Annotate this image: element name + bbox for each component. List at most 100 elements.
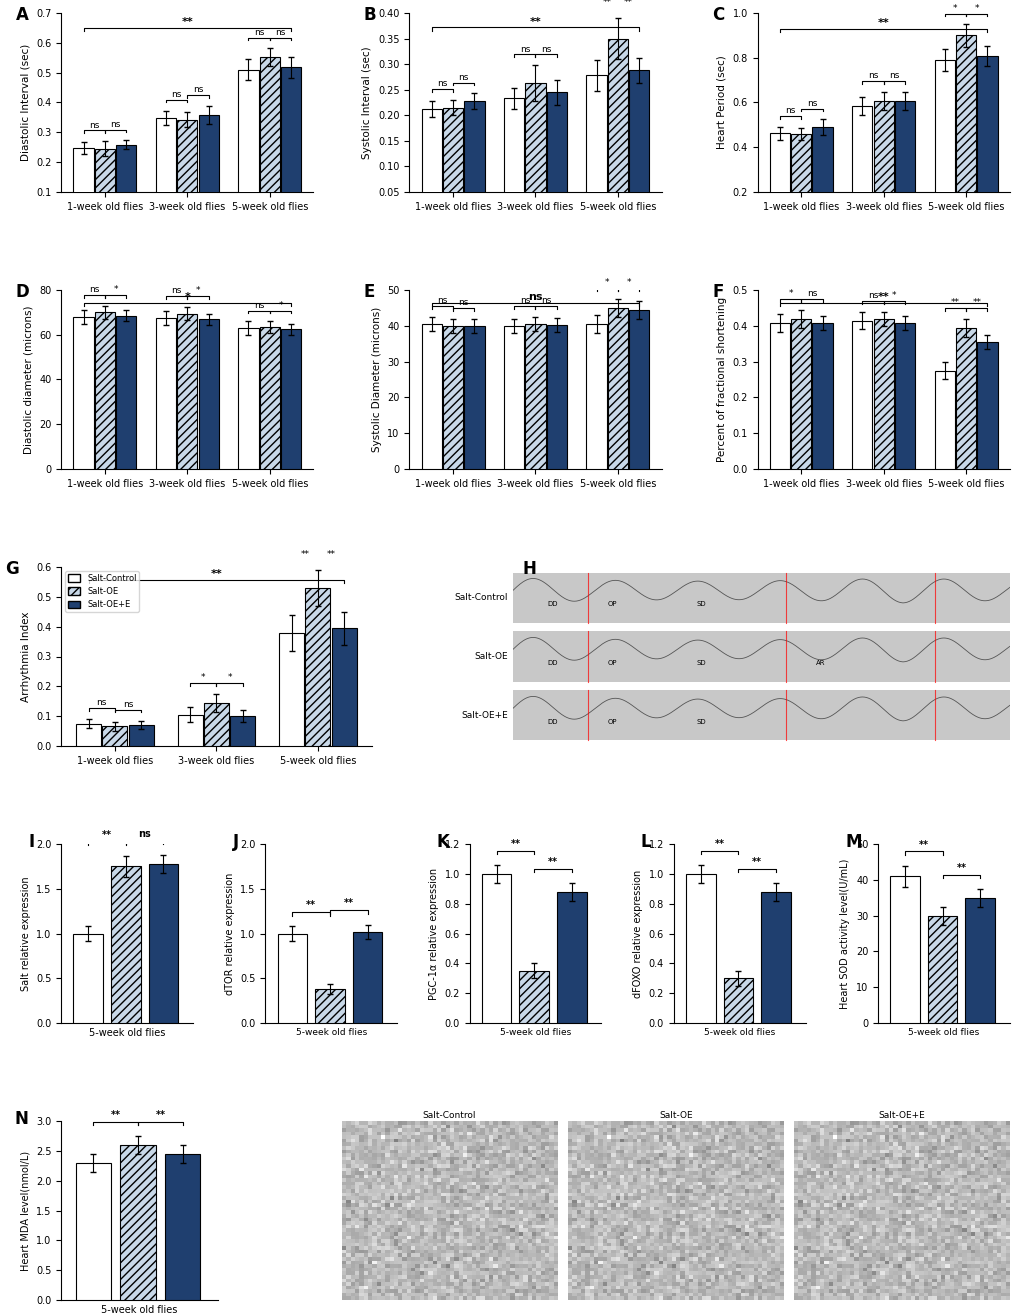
X-axis label: 5-week old flies: 5-week old flies bbox=[89, 1028, 165, 1039]
Text: **: ** bbox=[155, 1109, 165, 1120]
Bar bbox=[955, 35, 975, 236]
Text: ns: ns bbox=[459, 72, 469, 81]
Text: J: J bbox=[232, 834, 238, 851]
Y-axis label: Arrhythmia Index: Arrhythmia Index bbox=[20, 612, 31, 701]
Bar bbox=[965, 898, 995, 1023]
Bar bbox=[165, 1154, 200, 1300]
Bar bbox=[238, 70, 259, 222]
Y-axis label: Heart Period (sec): Heart Period (sec) bbox=[716, 55, 727, 150]
Text: **: ** bbox=[300, 550, 309, 558]
Text: M: M bbox=[845, 834, 861, 851]
Bar bbox=[464, 326, 484, 469]
Bar bbox=[933, 60, 954, 236]
FancyBboxPatch shape bbox=[513, 632, 1009, 681]
Text: *: * bbox=[953, 4, 957, 13]
Text: ns: ns bbox=[540, 45, 551, 54]
Text: B: B bbox=[364, 7, 376, 24]
Bar bbox=[260, 58, 279, 222]
Text: ns: ns bbox=[540, 297, 551, 306]
Bar bbox=[519, 970, 548, 1023]
X-axis label: 5-week old flies: 5-week old flies bbox=[907, 1028, 978, 1037]
Bar bbox=[73, 148, 94, 222]
FancyBboxPatch shape bbox=[513, 572, 1009, 622]
Text: **: ** bbox=[714, 839, 723, 850]
Bar bbox=[791, 134, 810, 236]
Legend: Salt-Control, Salt-OE, Salt-OE+E: Salt-Control, Salt-OE, Salt-OE+E bbox=[65, 571, 139, 612]
Text: ns: ns bbox=[254, 28, 264, 37]
Text: **: ** bbox=[751, 857, 761, 867]
Bar bbox=[586, 324, 606, 469]
Bar bbox=[149, 864, 178, 1023]
X-axis label: 5-week old flies: 5-week old flies bbox=[703, 1028, 774, 1037]
Text: N: N bbox=[14, 1111, 29, 1128]
Text: *: * bbox=[892, 291, 896, 299]
Text: **: ** bbox=[950, 298, 959, 307]
Bar bbox=[238, 328, 259, 469]
Text: ns: ns bbox=[806, 289, 816, 298]
Text: *: * bbox=[201, 674, 206, 683]
Text: ns: ns bbox=[437, 79, 447, 88]
Bar bbox=[128, 725, 154, 746]
Text: **: ** bbox=[602, 0, 611, 7]
Text: ns: ns bbox=[138, 829, 151, 839]
Bar bbox=[421, 109, 441, 218]
Text: SD: SD bbox=[696, 720, 706, 725]
X-axis label: 5-week old flies: 5-week old flies bbox=[499, 1028, 571, 1037]
Bar bbox=[933, 370, 954, 469]
Bar bbox=[586, 75, 606, 218]
Bar bbox=[607, 309, 628, 469]
Text: AR: AR bbox=[815, 660, 825, 667]
Text: ns: ns bbox=[528, 291, 542, 302]
Bar bbox=[872, 319, 893, 469]
Bar bbox=[279, 633, 304, 746]
Bar bbox=[95, 312, 115, 469]
Text: *: * bbox=[604, 278, 609, 288]
Bar bbox=[685, 874, 714, 1023]
Text: **: ** bbox=[877, 18, 889, 28]
FancyBboxPatch shape bbox=[513, 691, 1009, 741]
Bar bbox=[503, 98, 524, 218]
Bar bbox=[120, 1145, 156, 1300]
Bar bbox=[546, 326, 567, 469]
Text: **: ** bbox=[956, 863, 965, 873]
X-axis label: 5-week old flies: 5-week old flies bbox=[296, 1028, 367, 1037]
Bar bbox=[525, 324, 545, 469]
Text: Salt-Control: Salt-Control bbox=[454, 593, 507, 603]
Text: Salt-OE+E: Salt-OE+E bbox=[461, 710, 507, 720]
Text: ns: ns bbox=[110, 119, 120, 129]
Text: *: * bbox=[626, 278, 631, 288]
Text: ns: ns bbox=[171, 89, 181, 98]
Y-axis label: Percent of fractional shortening: Percent of fractional shortening bbox=[716, 297, 727, 462]
Bar bbox=[976, 56, 997, 236]
Text: ns: ns bbox=[519, 45, 530, 54]
Bar bbox=[769, 134, 789, 236]
Bar bbox=[811, 323, 832, 469]
Text: D: D bbox=[15, 284, 30, 301]
Text: **: ** bbox=[547, 857, 557, 867]
Bar bbox=[851, 320, 871, 469]
Text: OP: OP bbox=[607, 660, 616, 667]
Bar bbox=[525, 83, 545, 218]
Bar bbox=[927, 915, 957, 1023]
Text: DD: DD bbox=[547, 660, 557, 667]
Text: ns: ns bbox=[867, 291, 877, 299]
Bar bbox=[894, 101, 914, 236]
Text: **: ** bbox=[181, 17, 193, 26]
Text: ns: ns bbox=[97, 699, 107, 708]
Bar bbox=[199, 319, 219, 469]
Bar bbox=[811, 127, 832, 236]
Text: ns: ns bbox=[171, 286, 181, 295]
Bar bbox=[629, 310, 649, 469]
Y-axis label: Systolic Interval (sec): Systolic Interval (sec) bbox=[362, 46, 372, 159]
Bar bbox=[791, 319, 810, 469]
Text: F: F bbox=[711, 284, 722, 301]
Text: K: K bbox=[436, 834, 449, 851]
Bar bbox=[353, 932, 382, 1023]
Text: *: * bbox=[113, 285, 117, 294]
Bar bbox=[331, 628, 357, 746]
Text: ns: ns bbox=[193, 85, 203, 95]
Text: **: ** bbox=[102, 830, 112, 840]
Bar bbox=[73, 934, 103, 1023]
Text: H: H bbox=[523, 559, 536, 578]
Bar bbox=[73, 316, 94, 469]
